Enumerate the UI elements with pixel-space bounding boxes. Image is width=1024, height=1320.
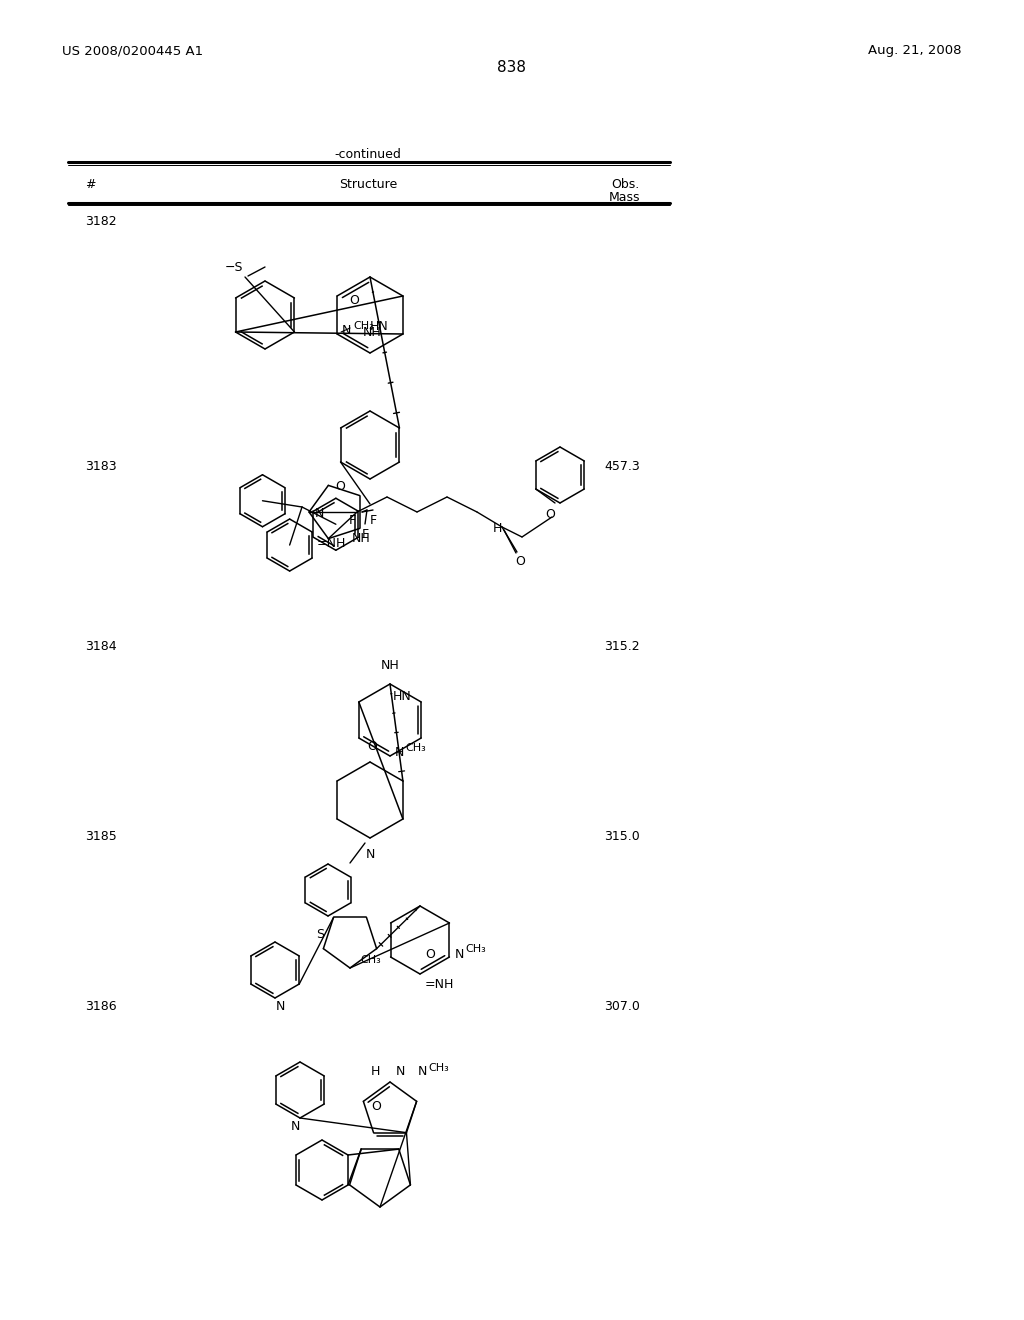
Text: =NH: =NH	[316, 537, 346, 550]
Text: 3186: 3186	[85, 1001, 117, 1012]
Text: N: N	[314, 507, 324, 520]
Text: -continued: -continued	[335, 148, 401, 161]
Text: N: N	[418, 1065, 427, 1078]
Text: HN: HN	[370, 319, 389, 333]
Text: O: O	[367, 739, 377, 752]
Text: Structure: Structure	[339, 178, 397, 191]
Text: F: F	[348, 513, 355, 527]
Text: 3182: 3182	[85, 215, 117, 228]
Text: O: O	[349, 294, 359, 308]
Text: F: F	[361, 528, 369, 541]
Text: 457.3: 457.3	[604, 459, 640, 473]
Text: H: H	[371, 1065, 380, 1078]
Text: S: S	[316, 928, 324, 941]
Text: 838: 838	[498, 59, 526, 75]
Text: CH₃: CH₃	[360, 954, 381, 965]
Text: N: N	[455, 948, 464, 961]
Text: O: O	[372, 1100, 381, 1113]
Text: 307.0: 307.0	[604, 1001, 640, 1012]
Text: O: O	[425, 948, 435, 961]
Text: 3183: 3183	[85, 459, 117, 473]
Text: N: N	[395, 747, 404, 759]
Text: Aug. 21, 2008: Aug. 21, 2008	[868, 44, 962, 57]
Text: =NH: =NH	[425, 978, 455, 990]
Text: NH: NH	[352, 532, 371, 545]
Text: CH₃: CH₃	[466, 944, 486, 954]
Text: F: F	[370, 513, 377, 527]
Text: O: O	[545, 508, 555, 521]
Text: Mass: Mass	[608, 191, 640, 205]
Text: 315.0: 315.0	[604, 830, 640, 843]
Text: N: N	[342, 325, 351, 338]
Text: CH₃: CH₃	[406, 743, 426, 752]
Text: N: N	[366, 847, 375, 861]
Text: CH₃: CH₃	[353, 321, 374, 331]
Text: N: N	[275, 1001, 285, 1012]
Text: CH₃: CH₃	[428, 1063, 449, 1073]
Text: N: N	[395, 1065, 404, 1078]
Text: −S: −S	[224, 261, 243, 275]
Text: NH: NH	[362, 326, 381, 339]
Text: Obs.: Obs.	[611, 178, 640, 191]
Text: N: N	[291, 1119, 300, 1133]
Text: 3184: 3184	[85, 640, 117, 653]
Text: O: O	[515, 554, 525, 568]
Text: NH: NH	[381, 659, 399, 672]
Text: HN: HN	[392, 690, 412, 704]
Text: 3185: 3185	[85, 830, 117, 843]
Text: US 2008/0200445 A1: US 2008/0200445 A1	[62, 44, 203, 57]
Text: H: H	[493, 521, 502, 535]
Text: 315.2: 315.2	[604, 640, 640, 653]
Text: O: O	[335, 480, 345, 492]
Text: #: #	[85, 178, 95, 191]
